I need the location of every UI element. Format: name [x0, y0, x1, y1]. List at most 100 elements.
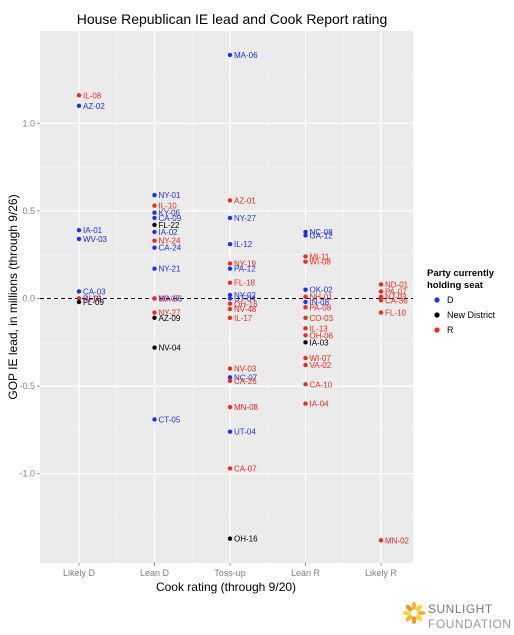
data-point	[303, 229, 308, 235]
data-label: NY-02	[234, 291, 256, 300]
sun-icon	[402, 601, 426, 625]
data-point	[227, 198, 233, 203]
data-label: PA-12	[234, 265, 256, 274]
x-axis: Likely D Lean D Toss-up Lean R Likely R	[63, 563, 398, 578]
legend-title-line-1: Party currently	[427, 268, 495, 279]
data-label: NH-01	[310, 293, 334, 302]
data-point	[378, 310, 384, 315]
data-label: WI-08	[310, 258, 332, 267]
data-label: NY-01	[159, 191, 181, 200]
y-tick-label: 0.5	[22, 206, 35, 216]
data-point	[152, 203, 157, 208]
data-point	[76, 296, 82, 301]
data-label: NY-27	[159, 309, 181, 318]
data-label: PA-08	[310, 303, 332, 312]
data-label: RI-01	[83, 295, 103, 304]
data-point	[227, 215, 233, 221]
x-tick-label: Likely R	[365, 568, 398, 578]
sun-ray	[402, 610, 412, 616]
data-label: NJ-03	[385, 293, 407, 302]
data-label: MN-02	[385, 536, 410, 545]
data-point	[152, 192, 157, 198]
data-point	[303, 340, 308, 345]
data-point	[76, 299, 82, 305]
data-point	[152, 417, 157, 422]
y-tick-label: 0.0	[22, 294, 35, 304]
data-point	[152, 210, 157, 215]
x-tick-label: Lean D	[140, 568, 170, 578]
data-label: CT-05	[159, 415, 181, 424]
data-label: FL-22	[159, 221, 180, 230]
data-label: CO-03	[310, 314, 334, 323]
data-point	[303, 294, 308, 299]
data-point	[378, 298, 384, 303]
data-point	[76, 227, 82, 233]
data-label: NY-19	[234, 259, 256, 268]
sun-ray	[411, 601, 417, 611]
data-label: IN-08	[310, 298, 330, 307]
data-label: AZ-09	[159, 314, 181, 323]
data-point	[76, 93, 82, 98]
data-label: IA-04	[310, 400, 330, 409]
data-point	[152, 315, 157, 320]
data-label: NY-27	[234, 214, 256, 223]
data-point	[303, 333, 308, 338]
data-point	[227, 315, 233, 320]
data-point	[227, 366, 233, 371]
data-point	[303, 355, 308, 361]
data-point	[227, 429, 233, 434]
data-label: UT-04	[234, 428, 256, 437]
data-label: AZ-02	[83, 102, 105, 111]
data-label: IA-03	[310, 338, 330, 347]
data-point	[378, 289, 384, 294]
legend-label: R	[447, 325, 454, 335]
data-point	[378, 282, 384, 287]
data-point	[76, 103, 82, 108]
data-label: OH-06	[310, 331, 334, 340]
data-point	[378, 538, 384, 543]
data-point	[227, 466, 233, 471]
y-tick-label: -0.5	[19, 381, 35, 391]
data-label: MA-06	[159, 295, 183, 304]
data-label: UT-04	[234, 295, 256, 304]
legend-swatch	[434, 297, 440, 303]
data-label: VA-02	[310, 361, 332, 370]
data-label: AZ-01	[234, 196, 256, 205]
data-label: CA-10	[310, 380, 333, 389]
data-label: NY-21	[159, 265, 181, 274]
data-label: CA-36	[385, 296, 408, 305]
x-tick-label: Lean R	[291, 568, 321, 578]
data-point	[227, 266, 233, 271]
sunlight-foundation-logo: SUNLIGHT FOUNDATION	[402, 601, 511, 631]
data-label: IL-13	[310, 324, 329, 333]
sun-ray	[415, 604, 423, 612]
data-label: NV-48	[234, 305, 257, 314]
data-point	[303, 362, 308, 368]
data-label: CA-03	[83, 287, 106, 296]
data-point	[303, 299, 308, 305]
data-point	[303, 382, 308, 387]
data-point	[227, 375, 233, 380]
data-label: GA-12	[310, 231, 334, 240]
data-label: IL-12	[234, 240, 253, 249]
logo-text-line-1: SUNLIGHT	[428, 602, 493, 616]
data-label: PA-07	[385, 287, 407, 296]
data-points: IL-08AZ-02IA-01WV-03CA-03RI-01IL-10FL-09…	[76, 51, 410, 545]
chart-title: House Republican IE lead and Cook Report…	[77, 11, 388, 27]
plot-panel	[40, 31, 413, 563]
data-label: FL-10	[385, 309, 406, 318]
data-label: OH-16	[234, 535, 258, 544]
data-point	[227, 261, 233, 266]
data-label: OK-02	[310, 286, 334, 295]
y-axis: -1.0 -0.5 0.0 0.5 1.0	[19, 118, 40, 479]
data-label: IL-10	[83, 295, 102, 304]
data-label: MI-11	[310, 252, 330, 261]
data-label: KY-06	[159, 209, 181, 218]
sun-ray	[415, 614, 423, 622]
data-label: WV-03	[83, 235, 108, 244]
data-point	[152, 215, 157, 221]
data-label: IL-10	[159, 202, 178, 211]
x-tick-label: Toss-up	[214, 568, 246, 578]
data-point	[227, 280, 233, 285]
data-point	[227, 52, 233, 58]
